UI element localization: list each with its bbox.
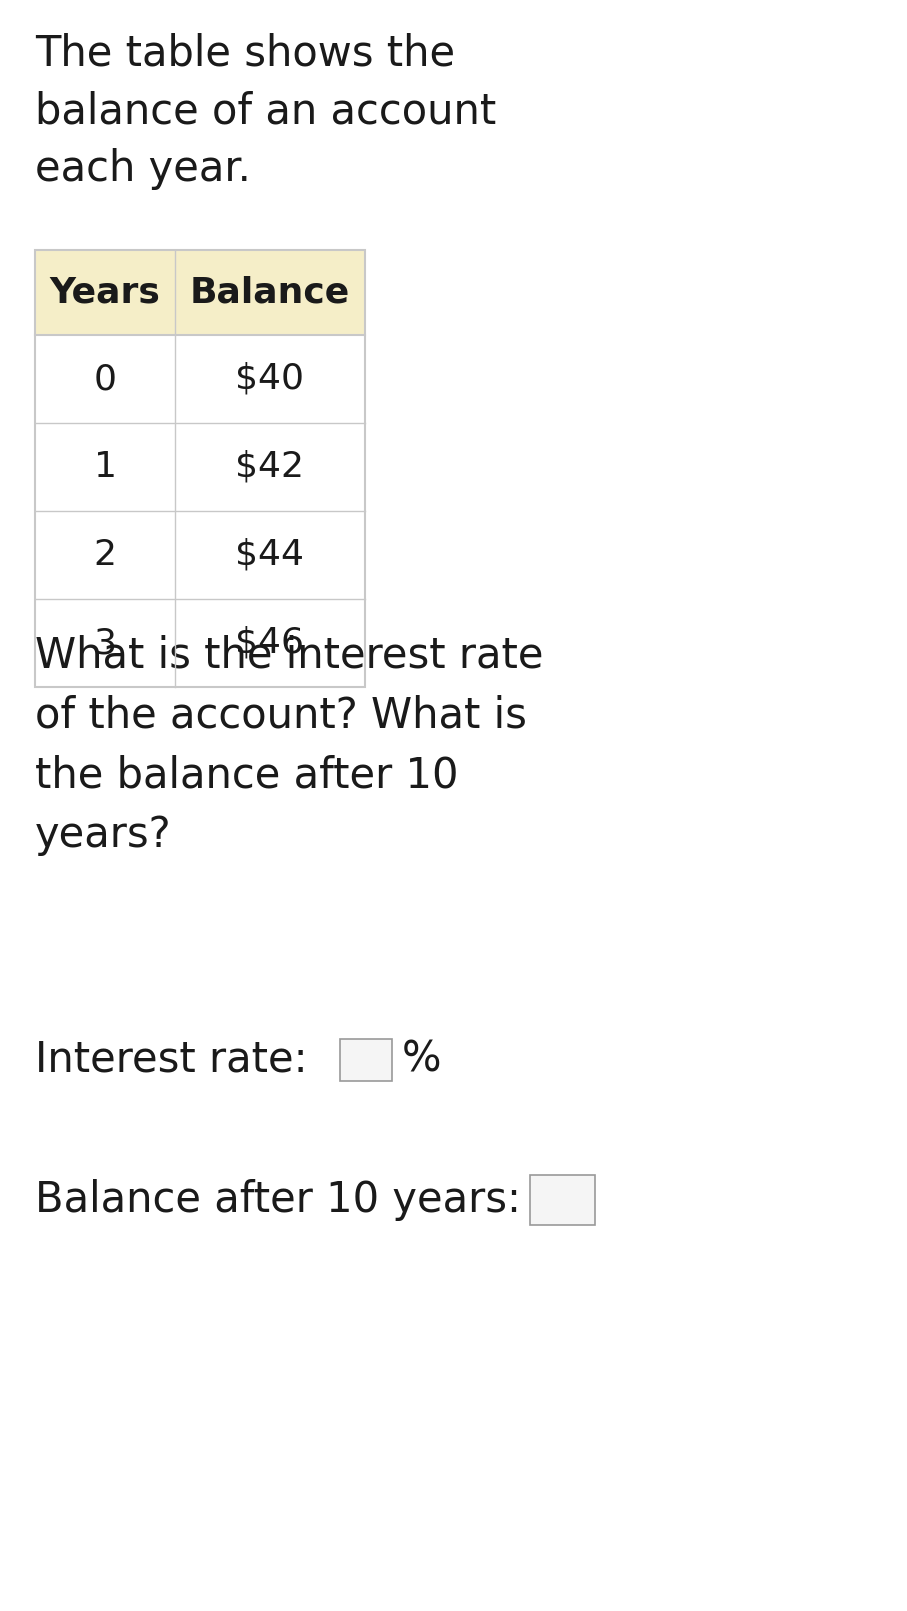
Text: What is the interest rate: What is the interest rate	[35, 635, 543, 677]
Text: 2: 2	[93, 538, 116, 572]
Text: Balance after 10 years: $: Balance after 10 years: $	[35, 1179, 561, 1221]
Text: Years: Years	[50, 275, 161, 309]
Bar	[530, 1174, 595, 1224]
Text: years?: years?	[35, 814, 171, 855]
Text: of the account? What is: of the account? What is	[35, 694, 527, 736]
Text: $44: $44	[236, 538, 305, 572]
Text: Interest rate:: Interest rate:	[35, 1039, 321, 1081]
Text: $46: $46	[236, 627, 305, 661]
Bar	[35, 250, 365, 686]
Text: %: %	[402, 1039, 442, 1081]
Bar	[35, 424, 365, 511]
Text: $42: $42	[236, 449, 305, 483]
Bar	[35, 599, 365, 686]
Bar	[35, 250, 365, 335]
Text: $40: $40	[236, 362, 305, 396]
Text: Balance: Balance	[190, 275, 350, 309]
Bar	[340, 1039, 392, 1081]
Text: 3: 3	[93, 627, 116, 661]
Text: the balance after 10: the balance after 10	[35, 754, 459, 796]
Text: balance of an account: balance of an account	[35, 90, 496, 132]
Text: 0: 0	[93, 362, 116, 396]
Text: 1: 1	[93, 449, 116, 483]
Text: The table shows the: The table shows the	[35, 32, 455, 74]
Text: each year.: each year.	[35, 148, 251, 190]
Bar	[35, 511, 365, 599]
Bar	[35, 335, 365, 424]
